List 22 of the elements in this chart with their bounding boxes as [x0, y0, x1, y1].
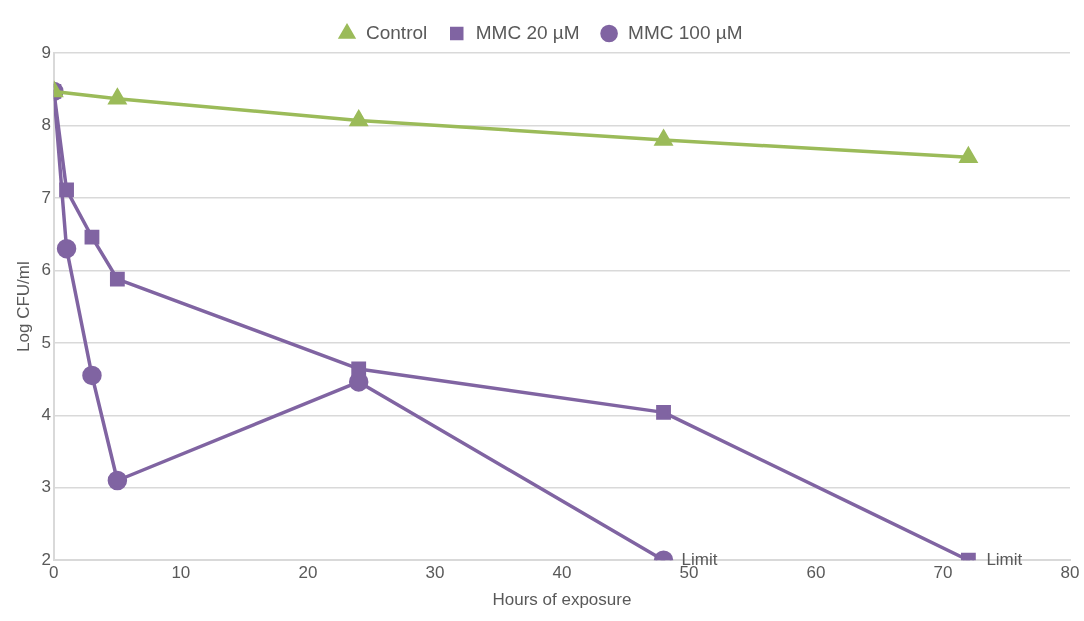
legend-label: MMC 20 µM	[475, 21, 580, 43]
y-tick-label: 7	[41, 187, 51, 207]
x-tick-label: 10	[171, 563, 191, 583]
y-tick-label: 6	[41, 260, 51, 280]
y-axis-title: Log CFU/ml	[13, 261, 33, 352]
y-tick-label: 2	[41, 549, 51, 569]
x-tick-label: 70	[933, 563, 953, 583]
legend-label: Control	[366, 21, 428, 43]
x-axis-title: Hours of exposure	[492, 590, 632, 610]
annotation: Limit	[986, 549, 1023, 569]
y-tick-label: 4	[41, 404, 51, 424]
x-tick-label: 60	[806, 563, 826, 583]
y-tick-label: 3	[41, 477, 51, 497]
x-tick-label: 0	[49, 563, 59, 583]
y-tick-label: 5	[41, 332, 51, 352]
y-tick-label: 9	[41, 42, 51, 62]
x-tick-label: 40	[552, 563, 572, 583]
y-tick-label: 8	[41, 115, 51, 135]
x-tick-label: 20	[298, 563, 318, 583]
legend-label: MMC 100 µM	[628, 21, 743, 43]
x-tick-label: 80	[1060, 563, 1080, 583]
x-tick-label: 30	[425, 563, 445, 583]
